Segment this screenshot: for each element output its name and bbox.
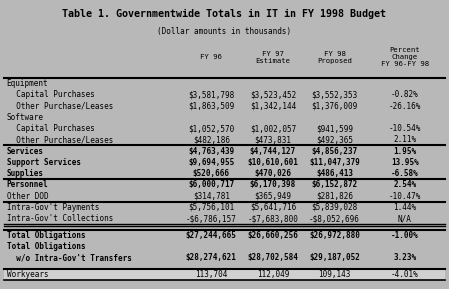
Text: $520,666: $520,666 (193, 169, 230, 178)
Text: -10.47%: -10.47% (389, 192, 421, 201)
Text: -4.01%: -4.01% (391, 270, 419, 279)
Text: $6,152,872: $6,152,872 (311, 180, 358, 189)
Text: $9,694,955: $9,694,955 (188, 158, 234, 167)
Text: 1.44%: 1.44% (393, 203, 417, 212)
Text: $5,756,101: $5,756,101 (188, 203, 234, 212)
Text: $470,026: $470,026 (255, 169, 291, 178)
Text: $3,581,798: $3,581,798 (188, 90, 234, 99)
Text: 2.54%: 2.54% (393, 180, 417, 189)
Text: 13.95%: 13.95% (391, 158, 419, 167)
Text: Equipment: Equipment (7, 79, 48, 88)
Text: -26.16%: -26.16% (389, 102, 421, 111)
Text: Percent
Change
FY 96-FY 98: Percent Change FY 96-FY 98 (381, 47, 429, 67)
Text: $3,552,353: $3,552,353 (311, 90, 358, 99)
Text: Capital Purchases: Capital Purchases (7, 124, 95, 133)
Text: $11,047,379: $11,047,379 (309, 158, 360, 167)
Text: Other Purchase/Leases: Other Purchase/Leases (7, 135, 113, 144)
Text: Personnel: Personnel (7, 180, 48, 189)
Text: $1,863,509: $1,863,509 (188, 102, 234, 111)
Text: Intra-Gov't Collections: Intra-Gov't Collections (7, 214, 113, 223)
Text: -0.82%: -0.82% (391, 90, 419, 99)
Text: $314,781: $314,781 (193, 192, 230, 201)
Text: 1.95%: 1.95% (393, 147, 417, 155)
Text: Services: Services (7, 147, 44, 155)
Text: Table 1. Governmentwide Totals in IT in FY 1998 Budget: Table 1. Governmentwide Totals in IT in … (62, 9, 387, 19)
Text: $482,186: $482,186 (193, 135, 230, 144)
Text: $365,949: $365,949 (255, 192, 291, 201)
Text: $6,000,717: $6,000,717 (188, 180, 234, 189)
Text: FY 98
Proposed: FY 98 Proposed (317, 51, 352, 64)
Text: $28,274,621: $28,274,621 (186, 253, 237, 262)
Text: $27,244,665: $27,244,665 (186, 231, 237, 240)
Text: FY 96: FY 96 (200, 54, 222, 60)
Text: $6,170,398: $6,170,398 (250, 180, 296, 189)
Text: $4,744,127: $4,744,127 (250, 147, 296, 155)
Text: Total Obligations: Total Obligations (7, 242, 85, 251)
Text: Other Purchase/Leases: Other Purchase/Leases (7, 102, 113, 111)
Text: Total Obligations: Total Obligations (7, 231, 85, 240)
Text: N/A: N/A (398, 214, 412, 223)
Text: $3,523,452: $3,523,452 (250, 90, 296, 99)
Text: -$6,786,157: -$6,786,157 (186, 214, 237, 223)
Text: Supplies: Supplies (7, 169, 44, 178)
Text: 2.11%: 2.11% (393, 135, 417, 144)
Text: -$8,052,696: -$8,052,696 (309, 214, 360, 223)
Text: $26,660,256: $26,660,256 (247, 231, 298, 240)
Text: $26,972,880: $26,972,880 (309, 231, 360, 240)
Bar (4, 269, 445, 280)
Text: Software: Software (7, 113, 44, 122)
Text: 112,049: 112,049 (257, 270, 289, 279)
Text: $4,763,439: $4,763,439 (188, 147, 234, 155)
Text: FY 97
Estimate: FY 97 Estimate (255, 51, 291, 64)
Text: $5,641,716: $5,641,716 (250, 203, 296, 212)
Text: Other DOD: Other DOD (7, 192, 48, 201)
Text: Support Services: Support Services (7, 158, 81, 167)
Text: w/o Intra-Gov't Transfers: w/o Intra-Gov't Transfers (7, 253, 132, 262)
Text: 3.23%: 3.23% (393, 253, 417, 262)
Text: $941,599: $941,599 (316, 124, 353, 133)
Text: Capital Purchases: Capital Purchases (7, 90, 95, 99)
Text: -6.58%: -6.58% (391, 169, 419, 178)
Text: -10.54%: -10.54% (389, 124, 421, 133)
Text: -1.00%: -1.00% (391, 231, 419, 240)
Text: Intra-Gov't Payments: Intra-Gov't Payments (7, 203, 99, 212)
Text: $1,342,144: $1,342,144 (250, 102, 296, 111)
Text: $29,187,052: $29,187,052 (309, 253, 360, 262)
Text: $1,002,057: $1,002,057 (250, 124, 296, 133)
Text: $4,856,237: $4,856,237 (311, 147, 358, 155)
Text: (Dollar amounts in thousands): (Dollar amounts in thousands) (158, 27, 291, 36)
Text: $281,826: $281,826 (316, 192, 353, 201)
Text: $486,413: $486,413 (316, 169, 353, 178)
Text: -$7,683,800: -$7,683,800 (247, 214, 298, 223)
Text: $473,831: $473,831 (255, 135, 291, 144)
Text: $492,365: $492,365 (316, 135, 353, 144)
Text: $1,052,570: $1,052,570 (188, 124, 234, 133)
Text: $28,702,584: $28,702,584 (247, 253, 298, 262)
Text: Workyears: Workyears (7, 270, 48, 279)
Text: 113,704: 113,704 (195, 270, 228, 279)
Text: $1,376,009: $1,376,009 (311, 102, 358, 111)
Text: $5,839,028: $5,839,028 (311, 203, 358, 212)
Text: $10,610,601: $10,610,601 (247, 158, 298, 167)
Text: 109,143: 109,143 (318, 270, 351, 279)
